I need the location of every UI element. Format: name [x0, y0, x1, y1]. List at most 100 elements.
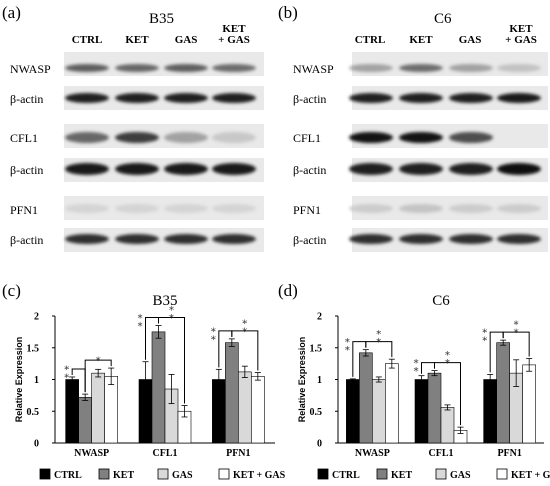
legend-label: KET + GAS	[511, 470, 550, 481]
y-tick-label: 0.5	[27, 407, 40, 418]
bar	[496, 342, 510, 444]
significance-bracket	[231, 330, 259, 371]
bar	[151, 331, 166, 444]
significance-bracket	[365, 341, 393, 358]
y-tick-label: 0	[317, 439, 322, 450]
blot-band	[164, 93, 208, 103]
blot-b-label-actin-3: β-actin	[293, 233, 327, 247]
blot-band	[115, 131, 159, 143]
significance-stars: ∗	[210, 325, 217, 336]
blot-a-label-actin-1: β-actin	[10, 92, 44, 106]
bar	[427, 372, 442, 444]
blot-band	[115, 64, 159, 72]
bar	[483, 379, 497, 444]
blot-a-lane-ketgas: KET + GAS	[218, 23, 250, 46]
x-tick-label: NWASP	[74, 448, 109, 459]
y-tick-label: 0	[34, 439, 39, 450]
bar	[251, 376, 265, 444]
blot-band	[65, 64, 109, 72]
blot-band	[349, 203, 393, 213]
legend-swatch	[157, 468, 169, 480]
legend-swatch	[376, 468, 388, 480]
significance-bracket	[421, 362, 435, 374]
significance-stars: ∗	[63, 371, 70, 382]
blot-band	[115, 93, 159, 103]
blot-b-lane-ctrl: CTRL	[354, 34, 386, 46]
blot-band	[115, 234, 159, 244]
blot-band	[399, 93, 443, 103]
y-tick-label: 2	[34, 312, 39, 323]
blot-band	[212, 93, 256, 103]
blot-band	[115, 203, 159, 213]
significance-stars: ∗	[95, 354, 102, 365]
x-tick-label: PFN1	[497, 448, 521, 459]
significance-stars: ∗	[413, 365, 420, 376]
bar	[414, 379, 429, 444]
bar	[372, 379, 386, 444]
panel-letter-b: (b)	[278, 3, 298, 22]
significance-stars: ∗	[241, 317, 248, 328]
blot-band	[497, 163, 541, 175]
significance-stars: ∗	[137, 320, 144, 331]
significance-stars: ∗	[344, 336, 351, 347]
blot-band	[349, 93, 393, 103]
significance-stars: ∗	[513, 318, 520, 329]
x-tick-label: NWASP	[355, 448, 390, 459]
blot-b-label-nwasp: NWASP	[293, 62, 334, 76]
y-tick-label: 1	[34, 375, 39, 386]
bar	[440, 407, 455, 444]
chart-title: B35	[152, 293, 177, 309]
blot-band	[349, 234, 393, 244]
bar	[104, 376, 118, 444]
blot-band	[497, 203, 541, 213]
significance-stars: ∗	[168, 304, 175, 315]
blot-band	[212, 64, 256, 72]
blot-a-lane-ket: KET	[125, 34, 149, 46]
significance-stars: ∗	[344, 344, 351, 355]
y-tick-label: 2	[317, 312, 322, 323]
x-tick-label: CFL1	[429, 448, 454, 459]
significance-bracket	[84, 359, 112, 393]
blot-band	[164, 163, 208, 175]
blot-band	[115, 163, 159, 175]
blot-a-label-pfn1: PFN1	[10, 203, 39, 217]
legend-label: KET	[391, 470, 412, 481]
significance-stars: ∗	[481, 326, 488, 337]
significance-stars: ∗	[513, 326, 520, 337]
significance-stars: ∗	[481, 334, 488, 345]
y-tick-label: 1.5	[27, 343, 40, 354]
blot-a-lane-gas: GAS	[174, 34, 198, 46]
legend-label: KET + GAS	[233, 470, 286, 481]
significance-bracket	[502, 331, 530, 357]
blot-a-label-actin-3: β-actin	[10, 233, 44, 247]
significance-bracket	[158, 317, 185, 404]
panel-letter-d: (d)	[278, 281, 298, 300]
blot-band	[497, 234, 541, 244]
blot-b-lane-ketgas: KET + GAS	[505, 23, 537, 46]
bar	[65, 379, 79, 444]
blot-a-lane-ctrl: CTRL	[71, 34, 103, 46]
blot-b-label-cfl1: CFL1	[293, 131, 322, 145]
legend-swatch	[218, 468, 230, 480]
significance-stars: ∗	[375, 336, 382, 347]
blot-band	[449, 203, 493, 213]
blot-band	[164, 203, 208, 213]
x-tick-label: PFN1	[226, 448, 250, 459]
blot-a-label-actin-2: β-actin	[10, 163, 44, 177]
blot-band	[212, 234, 256, 244]
significance-stars: ∗	[444, 349, 451, 360]
legend-label: CTRL	[54, 470, 82, 481]
panel-letter-c: (c)	[2, 281, 21, 300]
bar	[359, 352, 373, 444]
bar	[385, 363, 399, 444]
blot-band	[449, 131, 493, 143]
blot-band	[449, 93, 493, 103]
blot-band	[349, 163, 393, 175]
legend-swatch	[39, 468, 51, 480]
blot-a-label-nwasp: NWASP	[10, 62, 51, 76]
blot-band	[65, 203, 109, 213]
blot-band	[212, 131, 256, 143]
blot-band	[497, 64, 541, 72]
y-axis-label: Relative Expression	[297, 337, 307, 423]
